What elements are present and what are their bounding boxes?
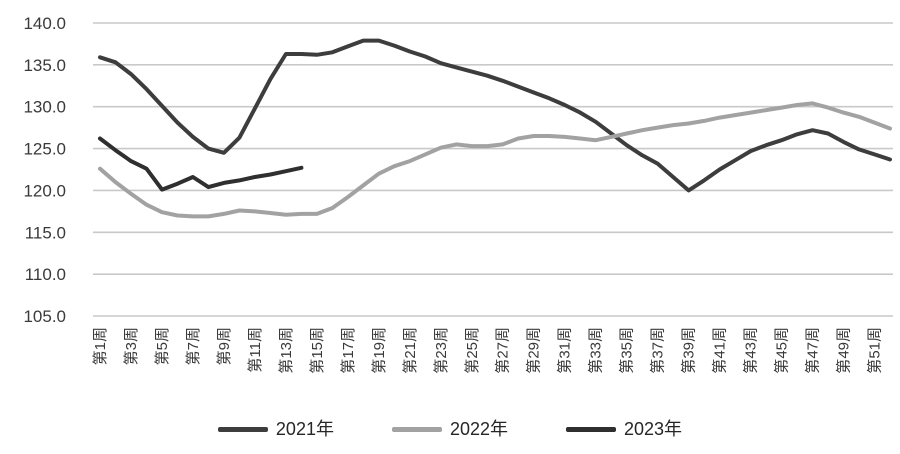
y-tick-label-120.0: 120.0 [23, 181, 66, 200]
x-tick-label-week-17: 第17周 [339, 327, 357, 374]
x-tick-label-week-7: 第7周 [184, 327, 202, 365]
y-tick-label-110.0: 110.0 [25, 265, 66, 284]
chart-canvas: 140.0 135.0 130.0 125.0 120.0 115.0 110.0 105.0… [23, 14, 893, 374]
x-tick-label-week-23: 第23周 [432, 327, 450, 374]
x-tick-label-week-29: 第29周 [525, 327, 543, 374]
legend-swatch-2022 [391, 426, 442, 432]
y-tick-label-105.0: 105.0 [23, 307, 66, 326]
series-line-2023年 [98, 136, 304, 192]
x-tick-label-week-31: 第31周 [556, 327, 574, 374]
x-tick-label-week-43: 第43周 [742, 327, 760, 374]
y-tick-label-115.0: 115.0 [25, 223, 66, 242]
x-tick-label-week-33: 第33周 [587, 327, 605, 374]
x-tick-label-week-49: 第49周 [835, 327, 853, 374]
x-tick-label-week-37: 第37周 [649, 327, 667, 374]
chart-legend: 2021年 2022年 2023年 [0, 420, 900, 438]
legend-item-2023: 2023年 [566, 420, 682, 438]
x-tick-label-week-5: 第5周 [153, 327, 171, 365]
x-tick-label-week-11: 第11周 [246, 327, 264, 373]
x-tick-label-week-47: 第47周 [804, 327, 822, 374]
x-tick-label-week-51: 第51周 [866, 327, 884, 374]
legend-item-2022: 2022年 [391, 419, 509, 439]
x-tick-label-week-35: 第35周 [618, 327, 636, 374]
x-tick-label-week-25: 第25周 [463, 327, 481, 374]
x-tick-label-week-27: 第27周 [494, 327, 512, 374]
x-tick-label-week-45: 第45周 [773, 327, 791, 374]
y-tick-label-140.0: 140.0 [23, 14, 66, 33]
series-line-2021年 [98, 38, 892, 193]
x-tick-label-week-13: 第13周 [277, 327, 295, 374]
x-tick-label-week-21: 第21周 [401, 327, 419, 374]
legend-label-2021: 2021年 [275, 419, 334, 439]
legend-swatch-2023 [566, 426, 617, 432]
x-tick-label-week-39: 第39周 [680, 327, 698, 374]
x-tick-label-week-1: 第1周 [91, 327, 109, 365]
x-tick-label-week-15: 第15周 [308, 327, 326, 374]
series-line-2022年 [98, 101, 892, 219]
legend-label-2023: 2023年 [624, 419, 683, 439]
x-tick-label-week-19: 第19周 [370, 327, 388, 374]
y-tick-label-135.0: 135.0 [23, 56, 66, 75]
x-tick-label-week-3: 第3周 [122, 327, 140, 365]
x-tick-label-week-41: 第41周 [711, 327, 729, 374]
legend-item-2021: 2021年 [217, 419, 334, 439]
legend-swatch-2021 [217, 426, 268, 432]
legend-label-2022: 2022年 [449, 419, 509, 439]
x-tick-label-week-9: 第9周 [215, 327, 233, 365]
y-tick-label-125.0: 125.0 [23, 140, 66, 159]
y-tick-label-130.0: 130.0 [23, 98, 66, 117]
